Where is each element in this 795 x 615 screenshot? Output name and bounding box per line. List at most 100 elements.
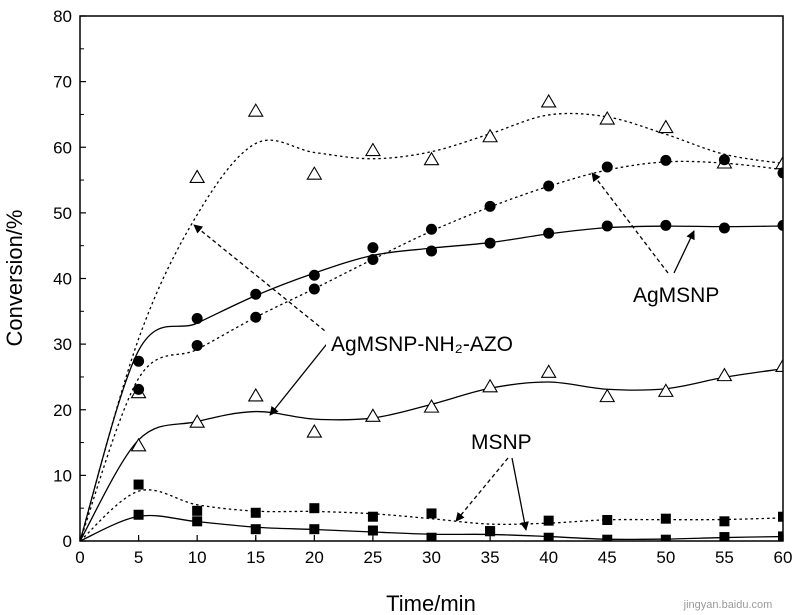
fit-curve-4 [80,489,783,541]
annotation-msnp: MSNP [471,431,532,454]
data-point-s2-6 [484,237,496,249]
arrow-msnp-upper [455,457,509,522]
data-point-s0-5 [423,151,440,166]
data-point-s3-0 [130,437,147,452]
data-point-s1-3 [308,283,320,295]
data-point-s3-4 [364,408,381,422]
data-point-s4-9 [660,513,671,524]
y-tick-label: 10 [53,466,72,485]
x-tick-label: 20 [305,548,324,567]
x-tick-label: 35 [481,548,500,567]
data-point-s2-10 [718,222,730,234]
x-tick-label: 40 [539,548,558,567]
data-point-s4-0 [133,479,144,490]
data-point-s0-9 [657,119,674,134]
annotation-agmsnp: AgMSNP [633,284,719,307]
data-point-s0-7 [540,93,557,108]
data-point-s0-1 [189,169,206,183]
x-tick-label: 10 [188,548,207,567]
data-point-s3-1 [189,414,206,428]
data-point-s1-4 [367,253,379,265]
data-point-s4-1 [192,505,203,516]
data-point-s1-9 [660,154,672,166]
y-tick-label: 0 [63,532,72,551]
data-point-s3-3 [306,423,323,438]
x-tick-label: 5 [134,548,143,567]
data-point-s4-10 [719,516,730,527]
y-tick-label: 30 [53,335,72,354]
fit-curve-1 [80,160,783,541]
x-tick-label: 25 [363,548,382,567]
x-tick-label: 50 [656,548,675,567]
data-point-s1-7 [543,180,555,192]
arrow-azo-lower [269,339,331,416]
data-point-s2-0 [133,355,145,367]
data-point-s4-2 [250,507,261,518]
data-point-s2-4 [367,242,379,254]
annotation-azo-bg [326,326,552,356]
data-point-s2-1 [191,313,203,325]
data-point-s3-9 [657,383,674,397]
x-tick-label: 30 [422,548,441,567]
data-point-s2-2 [250,288,262,300]
y-tick-label: 50 [53,204,72,223]
data-point-s4-11 [778,511,783,522]
x-tick-label: 0 [75,548,84,567]
data-point-s5-3 [309,524,320,535]
y-axis-title: Conversion/% [2,210,27,347]
data-point-s3-10 [716,367,733,382]
data-point-s1-0 [133,383,145,395]
plot-frame [79,15,784,542]
data-point-s0-2 [247,103,264,117]
data-point-s1-2 [250,311,262,323]
y-tick-label: 60 [53,138,72,157]
data-point-s3-11 [775,358,783,372]
data-point-s4-8 [602,515,613,525]
data-point-s4-5 [426,508,437,519]
data-point-s2-5 [426,245,437,257]
data-point-s4-3 [309,503,320,514]
data-point-s2-8 [601,220,613,232]
data-point-s0-6 [482,128,499,143]
y-tick-label: 20 [53,401,72,420]
x-tick-label: 55 [715,548,734,567]
y-tick-label: 80 [53,7,72,26]
arrow-agmsnp-lower [673,230,695,274]
data-point-s2-7 [543,227,555,239]
data-point-s5-0 [133,509,144,520]
fit-curve-0 [80,112,783,541]
data-point-s4-7 [543,515,554,526]
data-point-s3-2 [247,387,264,402]
data-point-s1-10 [718,154,730,166]
fit-curve-2 [80,225,783,541]
annotation-arrows [193,172,695,531]
data-point-s0-8 [599,110,616,125]
data-point-s2-11 [777,219,783,231]
y-axis: 0 10 20 30 40 50 60 70 80 [53,7,86,551]
x-tick-label: 60 [774,548,793,567]
x-axis: 0 5 10 15 20 25 30 35 40 45 50 55 60 [75,535,792,567]
data-point-s5-6 [485,526,496,537]
y-tick-label: 40 [53,270,72,289]
data-point-s5-1 [192,516,203,527]
data-point-s1-1 [191,339,203,351]
data-point-s1-8 [601,161,613,173]
data-point-s0-4 [364,142,381,157]
data-point-s3-5 [423,399,440,413]
watermark: jingyan.baidu.com [683,599,773,611]
data-point-s5-11 [778,531,783,541]
y-tick-label: 70 [53,73,72,92]
data-point-s5-4 [367,525,378,536]
annotation-agmsnp-nh2-azo: AgMSNP-NH₂-AZO [331,333,513,356]
data-point-s1-5 [426,223,437,235]
data-point-s1-6 [484,200,496,212]
data-point-s3-8 [599,388,616,403]
data-point-s4-4 [367,511,378,522]
x-tick-label: 45 [598,548,617,567]
data-point-s5-2 [250,524,261,535]
arrow-azo-upper [193,224,331,336]
data-point-s2-3 [308,269,320,281]
data-point-s0-3 [306,166,323,180]
x-tick-label: 15 [246,548,265,567]
